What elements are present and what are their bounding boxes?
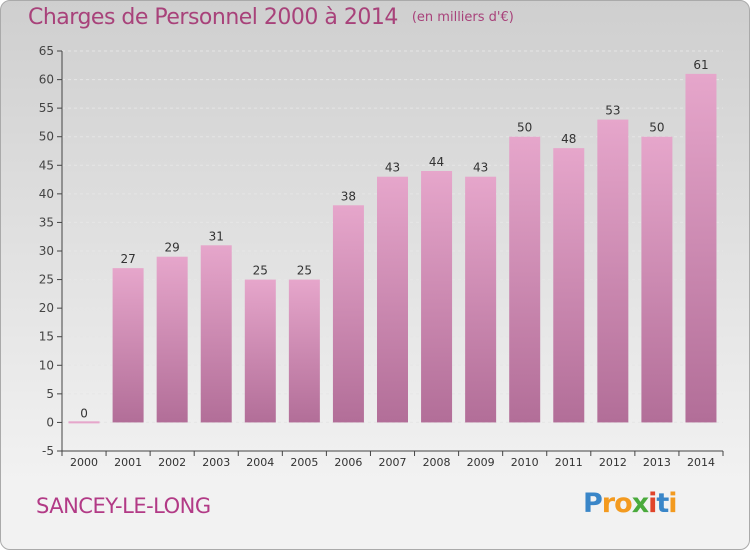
- logo-letter: x: [631, 488, 649, 519]
- bar: [156, 256, 188, 423]
- title-text: Charges de Personnel 2000 à 2014: [28, 5, 398, 30]
- logo-letter: P: [583, 488, 603, 519]
- data-label: 27: [120, 252, 135, 266]
- y-tick-label: 40: [39, 187, 54, 201]
- data-label: 43: [385, 161, 400, 175]
- data-label: 61: [693, 58, 708, 72]
- bar: [244, 279, 276, 423]
- data-label: 44: [429, 155, 444, 169]
- y-tick-label: 0: [46, 415, 54, 429]
- y-tick-label: 15: [39, 330, 54, 344]
- bar: [509, 136, 541, 423]
- y-tick-label: 65: [39, 44, 54, 58]
- x-tick-label: 2002: [158, 456, 186, 469]
- bar: [553, 148, 585, 423]
- logo-letter: o: [614, 488, 633, 519]
- y-tick-label: 5: [46, 387, 54, 401]
- y-tick-label: 10: [39, 358, 54, 372]
- bar: [465, 176, 497, 423]
- y-tick-label: 35: [39, 215, 54, 229]
- x-tick-label: 2007: [379, 456, 407, 469]
- data-label: 53: [605, 104, 620, 118]
- logo-letter: i: [668, 488, 677, 519]
- x-tick-label: 2009: [467, 456, 495, 469]
- data-label: 31: [209, 229, 224, 243]
- unit-note: (en milliers d'€): [411, 10, 514, 25]
- x-tick-label: 2012: [599, 456, 627, 469]
- bar: [112, 268, 144, 423]
- bar: [288, 279, 320, 423]
- y-tick-label: 55: [39, 101, 54, 115]
- bar: [377, 176, 408, 423]
- logo-letter: i: [648, 488, 657, 519]
- logo-letter: r: [601, 488, 615, 519]
- x-axis: 2000 2001 2002 2003 2004 2005 2006 2007 2008 2009…: [61, 451, 724, 469]
- data-label: 48: [561, 132, 576, 146]
- bars: 0 27 29 31 25 25 38 43 44 43 50 48 53 50 61: [68, 58, 717, 424]
- bar: [200, 245, 232, 423]
- proxiti-logo: Proxiti: [583, 488, 678, 519]
- x-tick-label: 2010: [511, 456, 539, 469]
- y-tick-label: -5: [42, 444, 54, 458]
- logo-letter: t: [656, 488, 669, 519]
- x-tick-label: 2005: [290, 456, 318, 469]
- x-tick-label: 2014: [687, 456, 715, 469]
- bar: [597, 119, 629, 423]
- y-tick-label: 45: [39, 158, 54, 172]
- x-tick-label: 2006: [334, 456, 362, 469]
- y-tick-label: 30: [39, 244, 54, 258]
- x-tick-label: 2000: [70, 456, 98, 469]
- data-label: 25: [297, 264, 312, 278]
- bar: [421, 171, 453, 423]
- x-tick-label: 2003: [202, 456, 230, 469]
- data-label: 43: [473, 161, 488, 175]
- x-tick-label: 2011: [555, 456, 583, 469]
- data-label: 38: [341, 189, 356, 203]
- y-tick-label: 20: [39, 301, 54, 315]
- y-tick-label: 25: [39, 273, 54, 287]
- data-label: 29: [165, 241, 180, 255]
- x-tick-label: 2004: [246, 456, 274, 469]
- bar: [641, 136, 673, 423]
- bar: [685, 73, 717, 423]
- bar: [332, 205, 364, 423]
- x-tick-label: 2013: [643, 456, 671, 469]
- commune-name: SANCEY-LE-LONG: [36, 494, 211, 518]
- y-tick-label: 60: [39, 73, 54, 87]
- data-label: 0: [80, 406, 88, 420]
- data-label: 50: [517, 121, 532, 135]
- x-tick-label: 2001: [114, 456, 142, 469]
- y-tick-label: 50: [39, 130, 54, 144]
- data-label: 50: [649, 121, 664, 135]
- chart-title: Charges de Personnel 2000 à 2014 (en mill…: [28, 5, 514, 30]
- x-tick-label: 2008: [423, 456, 451, 469]
- y-axis: -5 0 5 10 15 20 25 30 35 40 45 50 55 60 65: [39, 44, 723, 458]
- data-label: 25: [253, 264, 268, 278]
